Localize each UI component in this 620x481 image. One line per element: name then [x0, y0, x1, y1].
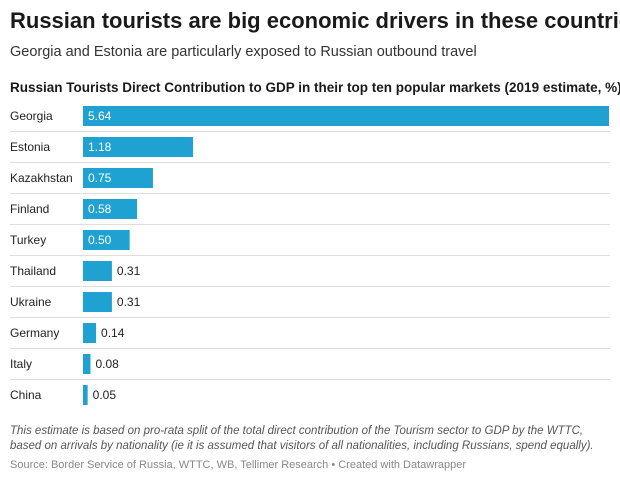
value-label: 1.18 — [88, 140, 112, 154]
category-label: Italy — [10, 357, 32, 371]
category-label: Thailand — [10, 264, 56, 278]
page-subtitle: Georgia and Estonia are particularly exp… — [10, 44, 477, 60]
category-label: Estonia — [10, 140, 50, 154]
category-label: Kazakhstan — [10, 171, 73, 185]
value-label: 0.50 — [88, 233, 112, 247]
bar — [83, 199, 138, 219]
chart-title: Russian Tourists Direct Contribution to … — [10, 80, 620, 95]
value-label: 5.64 — [88, 109, 112, 123]
value-label: 0.75 — [88, 171, 112, 185]
category-label: Turkey — [10, 233, 46, 247]
footnote: This estimate is based on pro-rata split… — [10, 425, 594, 452]
value-label: 0.14 — [101, 326, 125, 340]
bar — [83, 168, 153, 188]
bar — [83, 385, 88, 405]
source-line: Source: Border Service of Russia, WTTC, … — [10, 459, 467, 471]
category-label: Finland — [10, 202, 49, 216]
page-title: Russian tourists are big economic driver… — [10, 8, 620, 33]
value-label: 0.05 — [93, 388, 117, 402]
value-label: 0.31 — [117, 264, 141, 278]
value-label: 0.58 — [88, 202, 112, 216]
category-label: Ukraine — [10, 295, 52, 309]
bar — [83, 261, 112, 281]
bar — [83, 354, 91, 374]
bar — [83, 292, 112, 312]
category-label: China — [10, 388, 42, 402]
bar — [83, 106, 609, 126]
bar-chart: Georgia 5.64 Estonia 1.18 Kazakhstan 0.75 Finl… — [10, 106, 610, 405]
category-label: Georgia — [10, 109, 53, 123]
category-label: Germany — [10, 326, 59, 340]
bar — [83, 323, 97, 343]
bar — [83, 230, 130, 250]
value-label: 0.08 — [95, 357, 119, 371]
bar — [83, 137, 194, 157]
value-label: 0.31 — [117, 295, 141, 309]
